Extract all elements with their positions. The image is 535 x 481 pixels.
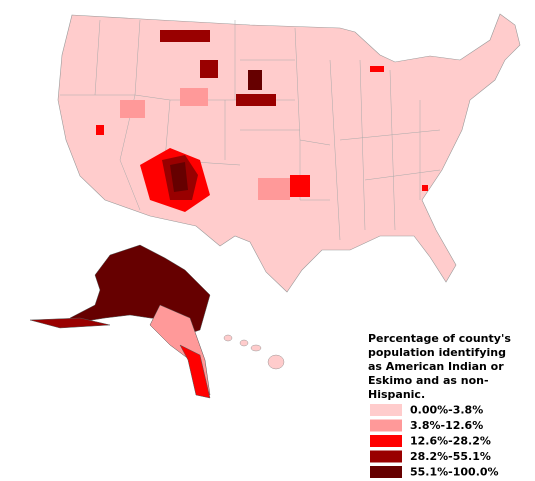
hawaii <box>223 334 285 370</box>
legend-title: Eskimo and as non- <box>368 374 489 387</box>
legend-label: 3.8%-12.6% <box>410 419 483 432</box>
legend-label: 0.00%-3.8% <box>410 404 483 417</box>
high-share-counties <box>96 30 428 212</box>
county-cluster <box>200 60 218 78</box>
county-cluster <box>170 162 188 192</box>
alaska-chain <box>29 317 111 329</box>
county-cluster <box>160 30 210 42</box>
legend-swatch <box>370 466 402 478</box>
legend-swatch <box>370 404 402 416</box>
county-cluster <box>290 175 310 197</box>
county-cluster <box>236 94 276 106</box>
island <box>250 344 262 352</box>
legend-title: as American Indian or <box>368 360 504 373</box>
legend-label: 12.6%-28.2% <box>410 435 491 448</box>
legend-swatch <box>370 435 402 447</box>
legend-title: population identifying <box>368 346 506 359</box>
alaska-south <box>179 344 211 399</box>
legend-swatch <box>370 450 402 463</box>
legend-label: 55.1%-100.0% <box>410 466 499 479</box>
island <box>267 354 285 370</box>
county-cluster <box>248 70 262 90</box>
alaska <box>29 244 211 399</box>
legend-title: Hispanic. <box>368 388 425 401</box>
us-outline <box>57 13 521 293</box>
island <box>223 334 233 342</box>
county-cluster <box>96 125 104 135</box>
contiguous-us <box>57 13 521 293</box>
county-cluster <box>370 66 384 72</box>
county-cluster <box>120 100 145 118</box>
legend-label: 28.2%-55.1% <box>410 450 491 463</box>
legend-title: Percentage of county's <box>368 332 511 345</box>
county-cluster <box>422 185 428 191</box>
county-cluster <box>180 88 208 106</box>
island <box>239 339 249 347</box>
legend-swatch <box>370 419 402 432</box>
county-cluster <box>258 178 290 200</box>
